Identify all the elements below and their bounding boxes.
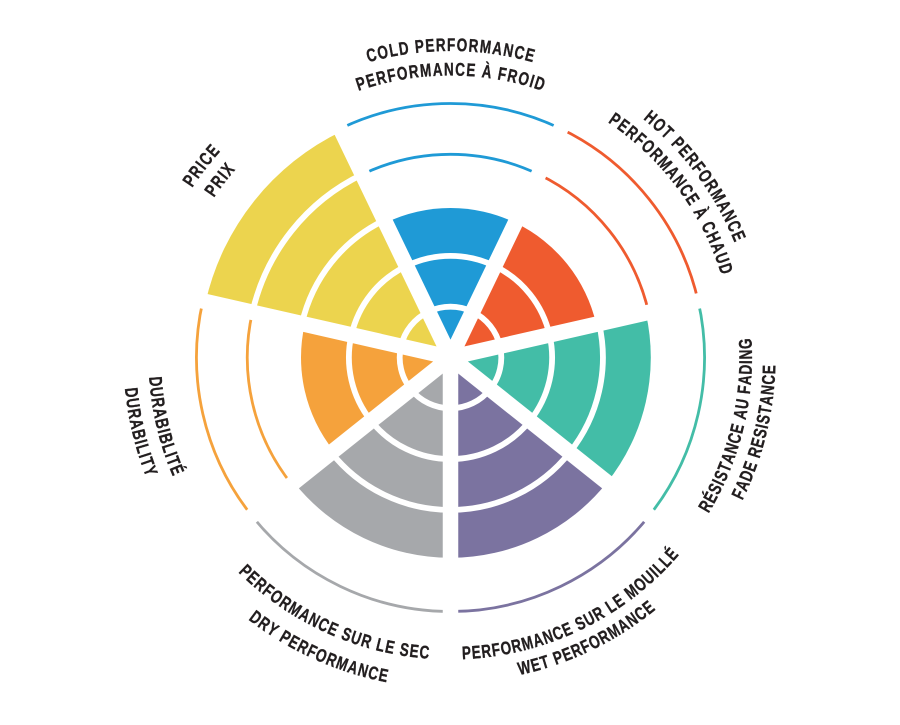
svg-text:M: M	[419, 60, 432, 81]
svg-text:G: G	[736, 338, 757, 349]
svg-text:A: A	[735, 374, 756, 386]
svg-text:R: R	[147, 396, 169, 409]
svg-text:I: I	[134, 451, 155, 461]
svg-text:F: F	[490, 640, 501, 662]
svg-text:D: D	[397, 38, 410, 60]
svg-text:O: O	[375, 42, 390, 64]
svg-text:A: A	[125, 417, 147, 431]
svg-text:I: I	[527, 71, 536, 92]
svg-text:S: S	[753, 413, 775, 426]
svg-text:C: C	[455, 60, 466, 81]
svg-text:N: N	[502, 40, 515, 62]
svg-text:M: M	[519, 632, 535, 655]
svg-text:P: P	[414, 36, 425, 57]
svg-text:N: N	[757, 384, 778, 396]
svg-text:A: A	[730, 407, 752, 421]
svg-text:S: S	[398, 639, 410, 661]
svg-text:O: O	[499, 638, 513, 660]
svg-text:F: F	[734, 384, 755, 395]
svg-text:I: I	[153, 427, 174, 436]
svg-text:B: B	[151, 416, 173, 430]
svg-text:A: A	[432, 60, 443, 81]
svg-text:E: E	[759, 365, 780, 375]
svg-text:E: E	[471, 642, 482, 663]
svg-text:U: U	[732, 398, 754, 411]
svg-text:U: U	[145, 386, 166, 398]
svg-text:U: U	[122, 397, 144, 410]
svg-text:F: F	[496, 64, 508, 86]
svg-text:E: E	[466, 60, 477, 81]
svg-text:R: R	[468, 36, 480, 57]
svg-text:R: R	[123, 407, 145, 421]
svg-text:L: L	[387, 40, 399, 62]
svg-text:I: I	[736, 360, 757, 364]
svg-text:R: R	[505, 66, 519, 88]
svg-text:M: M	[479, 36, 492, 58]
svg-text:E: E	[425, 35, 436, 56]
svg-text:À: À	[481, 60, 494, 83]
svg-text:P: P	[461, 643, 471, 664]
svg-text:F: F	[447, 35, 455, 55]
svg-text:D: D	[120, 387, 141, 399]
svg-text:W: W	[516, 657, 534, 680]
svg-text:E: E	[408, 641, 420, 662]
svg-text:I: I	[160, 449, 181, 459]
svg-text:A: A	[148, 406, 170, 420]
svg-text:C: C	[419, 642, 431, 663]
svg-text:O: O	[456, 35, 467, 56]
svg-text:R: R	[408, 61, 421, 83]
svg-text:O: O	[516, 68, 531, 90]
svg-text:D: D	[145, 376, 166, 387]
svg-text:D: D	[736, 364, 757, 375]
svg-text:I: I	[752, 422, 773, 430]
svg-text:N: N	[736, 350, 757, 360]
svg-text:I: I	[130, 438, 151, 447]
svg-text:C: C	[758, 374, 779, 385]
svg-text:R: R	[480, 641, 492, 663]
svg-text:N: N	[444, 60, 454, 81]
svg-text:A: A	[756, 394, 778, 407]
svg-text:A: A	[491, 38, 504, 60]
svg-text:T: T	[755, 404, 777, 416]
svg-text:R: R	[436, 35, 447, 56]
svg-text:O: O	[395, 63, 409, 85]
